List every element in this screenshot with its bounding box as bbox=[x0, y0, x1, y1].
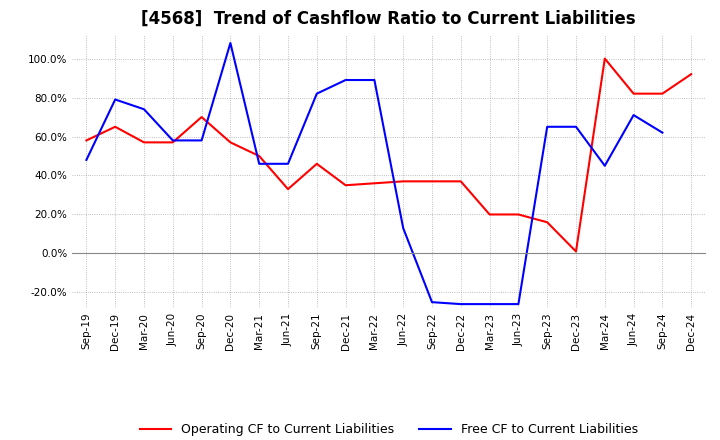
Operating CF to Current Liabilities bbox=[341, 183, 350, 188]
Operating CF to Current Liabilities bbox=[658, 91, 667, 96]
Free CF to Current Liabilities bbox=[226, 40, 235, 46]
Operating CF to Current Liabilities bbox=[226, 140, 235, 145]
Free CF to Current Liabilities bbox=[255, 161, 264, 166]
Operating CF to Current Liabilities bbox=[543, 220, 552, 225]
Operating CF to Current Liabilities bbox=[572, 249, 580, 254]
Legend: Operating CF to Current Liabilities, Free CF to Current Liabilities: Operating CF to Current Liabilities, Fre… bbox=[135, 418, 643, 440]
Operating CF to Current Liabilities bbox=[284, 187, 292, 192]
Free CF to Current Liabilities bbox=[514, 301, 523, 307]
Free CF to Current Liabilities bbox=[140, 106, 148, 112]
Line: Free CF to Current Liabilities: Free CF to Current Liabilities bbox=[86, 43, 662, 304]
Free CF to Current Liabilities bbox=[485, 301, 494, 307]
Free CF to Current Liabilities bbox=[82, 157, 91, 162]
Free CF to Current Liabilities bbox=[629, 113, 638, 118]
Operating CF to Current Liabilities bbox=[140, 140, 148, 145]
Free CF to Current Liabilities bbox=[428, 300, 436, 305]
Free CF to Current Liabilities bbox=[341, 77, 350, 83]
Operating CF to Current Liabilities bbox=[514, 212, 523, 217]
Title: [4568]  Trend of Cashflow Ratio to Current Liabilities: [4568] Trend of Cashflow Ratio to Curren… bbox=[142, 10, 636, 28]
Operating CF to Current Liabilities bbox=[399, 179, 408, 184]
Free CF to Current Liabilities bbox=[399, 225, 408, 231]
Free CF to Current Liabilities bbox=[600, 163, 609, 169]
Free CF to Current Liabilities bbox=[658, 130, 667, 135]
Free CF to Current Liabilities bbox=[312, 91, 321, 96]
Free CF to Current Liabilities bbox=[572, 124, 580, 129]
Free CF to Current Liabilities bbox=[543, 124, 552, 129]
Operating CF to Current Liabilities bbox=[370, 181, 379, 186]
Operating CF to Current Liabilities bbox=[197, 114, 206, 120]
Operating CF to Current Liabilities bbox=[111, 124, 120, 129]
Free CF to Current Liabilities bbox=[370, 77, 379, 83]
Line: Operating CF to Current Liabilities: Operating CF to Current Liabilities bbox=[86, 59, 691, 252]
Operating CF to Current Liabilities bbox=[82, 138, 91, 143]
Operating CF to Current Liabilities bbox=[255, 154, 264, 159]
Operating CF to Current Liabilities bbox=[168, 140, 177, 145]
Free CF to Current Liabilities bbox=[111, 97, 120, 102]
Operating CF to Current Liabilities bbox=[312, 161, 321, 166]
Operating CF to Current Liabilities bbox=[600, 56, 609, 61]
Free CF to Current Liabilities bbox=[168, 138, 177, 143]
Free CF to Current Liabilities bbox=[284, 161, 292, 166]
Free CF to Current Liabilities bbox=[197, 138, 206, 143]
Operating CF to Current Liabilities bbox=[485, 212, 494, 217]
Free CF to Current Liabilities bbox=[456, 301, 465, 307]
Operating CF to Current Liabilities bbox=[687, 72, 696, 77]
Operating CF to Current Liabilities bbox=[456, 179, 465, 184]
Operating CF to Current Liabilities bbox=[629, 91, 638, 96]
Operating CF to Current Liabilities bbox=[428, 179, 436, 184]
